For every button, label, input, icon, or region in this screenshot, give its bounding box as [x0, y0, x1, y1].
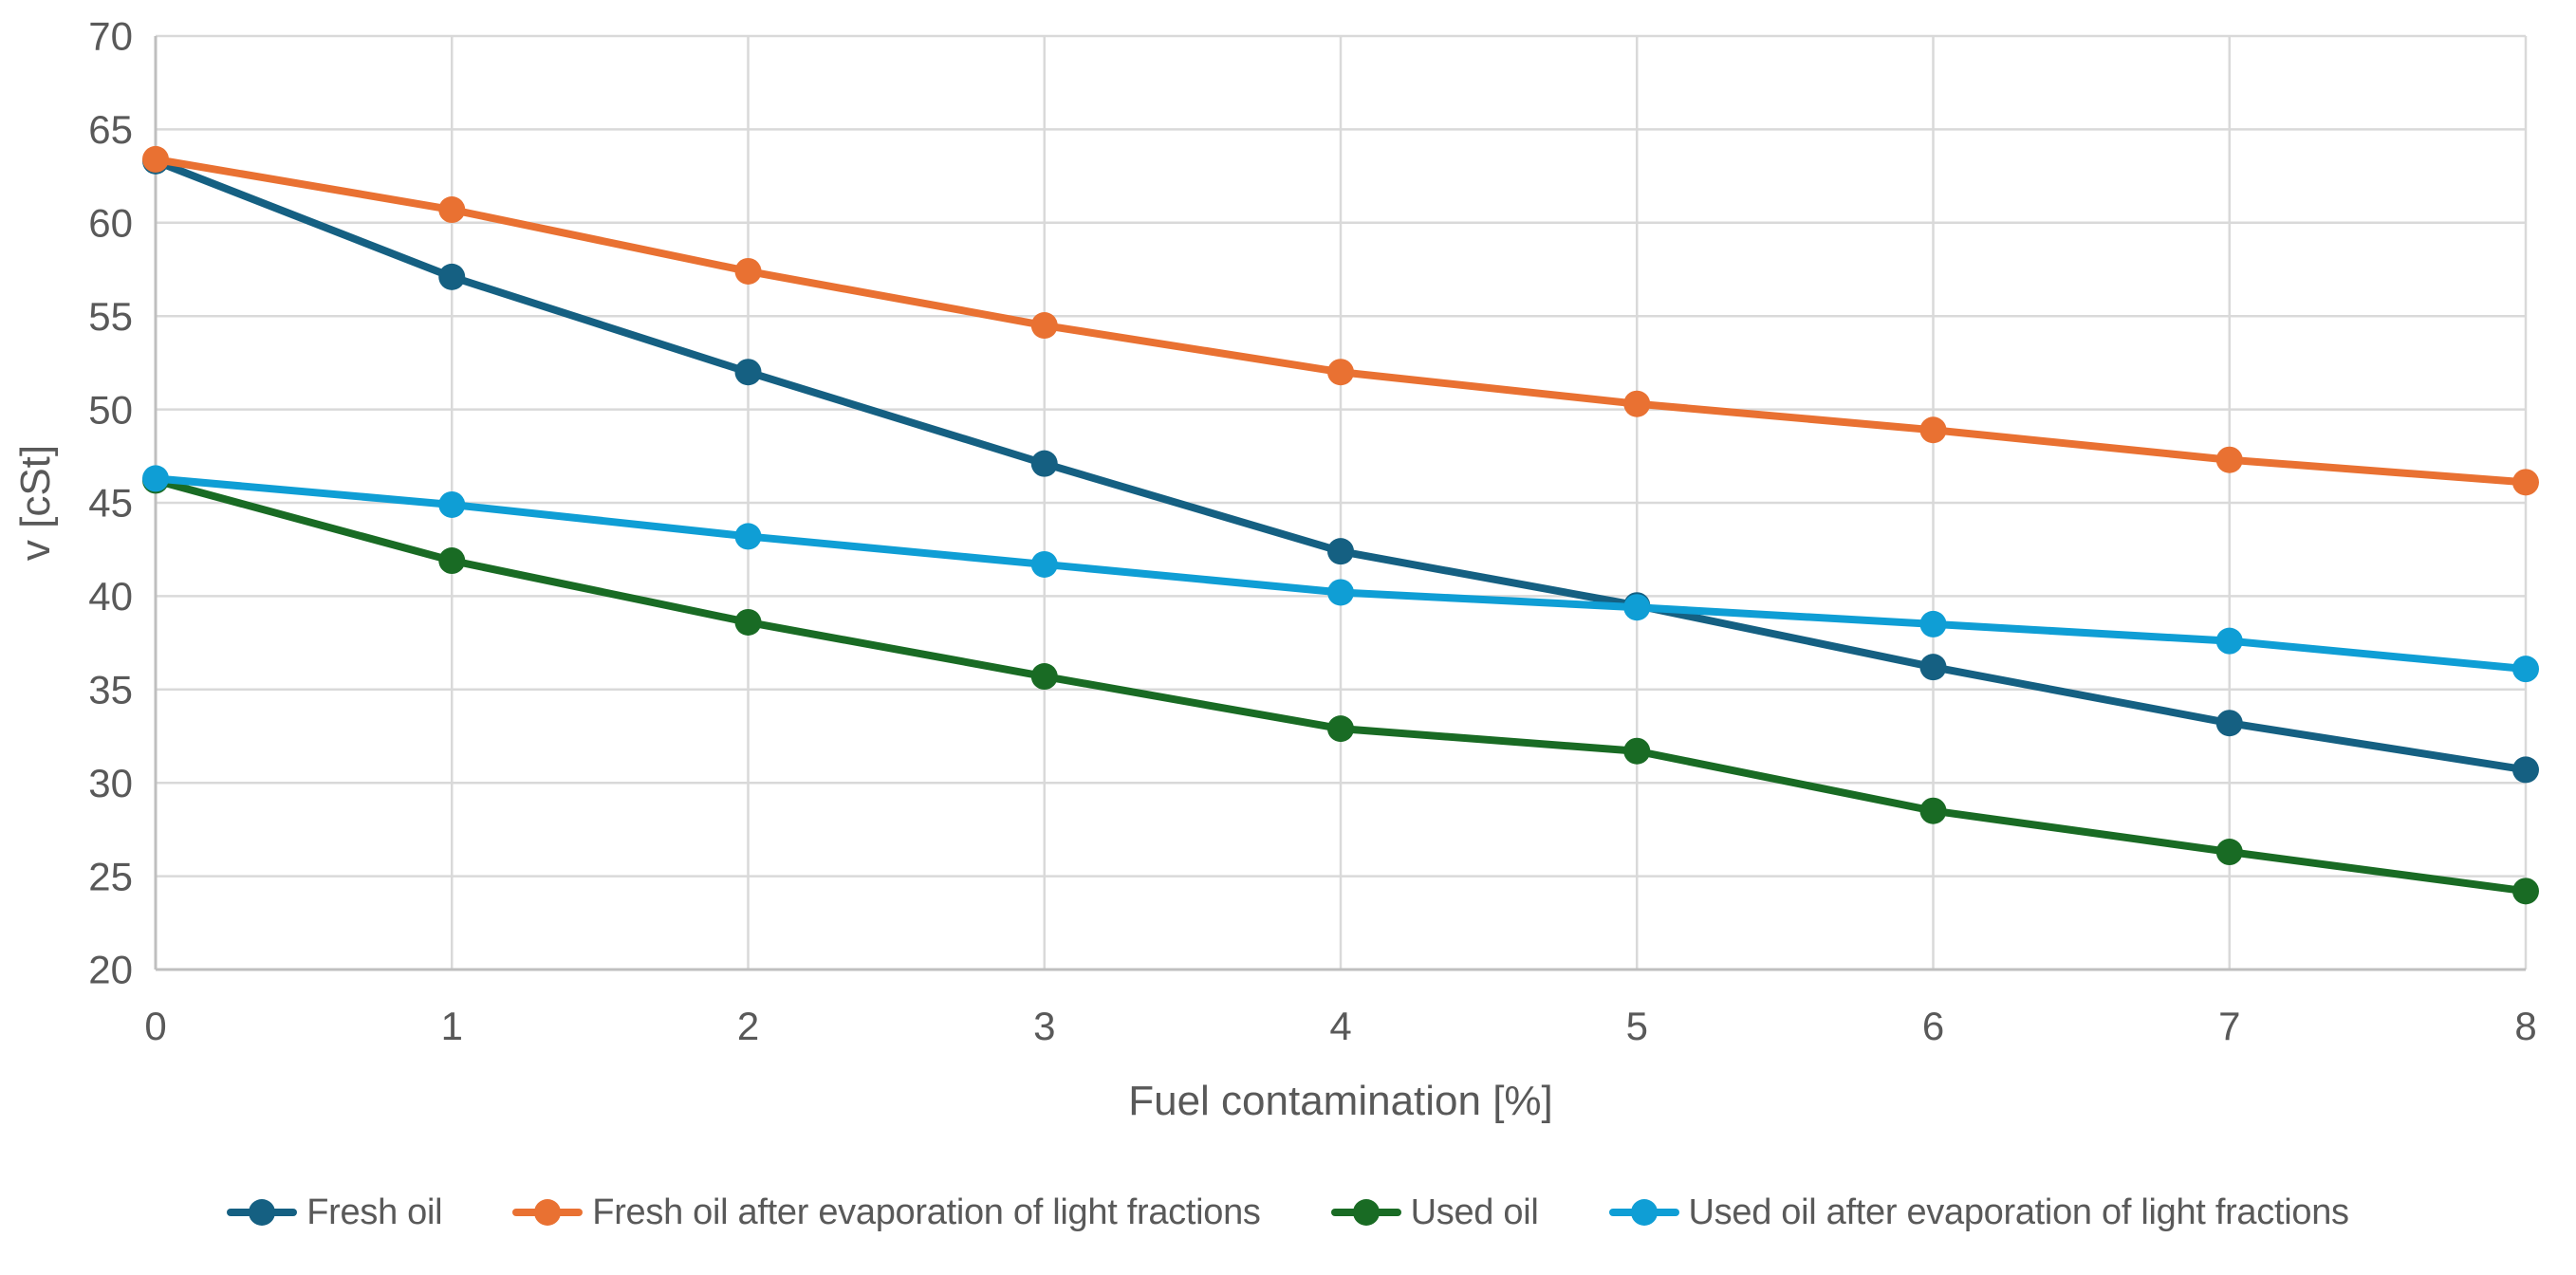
x-tick-label: 8 [2514, 1004, 2536, 1048]
data-point [2512, 469, 2539, 496]
y-tick-label: 55 [88, 294, 133, 339]
y-tick-label: 20 [88, 948, 133, 992]
data-point [438, 547, 466, 575]
data-point [734, 359, 762, 386]
x-tick-label: 6 [1922, 1004, 1944, 1048]
data-point [438, 490, 466, 518]
series-fresh-oil-after-evaporation-of-light-fractions [142, 145, 2539, 496]
data-point [2215, 446, 2243, 473]
legend-label: Used oil after evaporation of light frac… [1688, 1192, 2350, 1232]
data-point [2512, 878, 2539, 905]
chart-legend: Fresh oil Fresh oil after evaporation of… [0, 1186, 2576, 1239]
grid-layer [154, 34, 2528, 971]
data-point [1030, 663, 1058, 691]
legend-line-marker-icon [1330, 1199, 1401, 1226]
series-layer [142, 145, 2539, 905]
data-point [2215, 710, 2243, 737]
y-tick-label: 65 [88, 107, 133, 152]
x-axis-title: Fuel contamination [%] [1128, 1078, 1553, 1124]
legend-item-fresh-oil-after-evaporation: Fresh oil after evaporation of light fra… [512, 1186, 1261, 1239]
x-tick-label: 5 [1626, 1004, 1648, 1048]
data-point [1623, 390, 1651, 417]
y-tick-label: 40 [88, 574, 133, 619]
legend-item-used-oil: Used oil [1330, 1186, 1539, 1239]
x-tick-label: 7 [2218, 1004, 2240, 1048]
x-tick-label: 1 [441, 1004, 463, 1048]
data-point [438, 196, 466, 224]
legend-item-fresh-oil: Fresh oil [227, 1186, 443, 1239]
data-point [2512, 656, 2539, 683]
data-point [142, 465, 169, 492]
x-tick-label: 3 [1033, 1004, 1055, 1048]
data-point [734, 608, 762, 636]
data-point [1919, 610, 1947, 638]
legend-line-marker-icon [227, 1199, 298, 1226]
legend-label: Used oil [1410, 1192, 1539, 1232]
y-tick-label: 35 [88, 668, 133, 712]
legend-line-marker-icon [512, 1199, 584, 1226]
x-tick-label: 4 [1329, 1004, 1351, 1048]
data-point [734, 257, 762, 285]
legend-line-marker-icon [1608, 1199, 1679, 1226]
data-point [1030, 450, 1058, 477]
data-point [1030, 312, 1058, 340]
y-tick-label: 70 [88, 14, 133, 59]
axis-layer [154, 36, 2526, 971]
y-tick-label: 60 [88, 201, 133, 246]
data-point [734, 523, 762, 550]
data-point [1919, 654, 1947, 681]
y-tick-label: 25 [88, 854, 133, 898]
data-point [1030, 550, 1058, 578]
data-point [1327, 538, 1354, 565]
y-axis-title: v [cSt] [12, 445, 59, 561]
legend-label: Fresh oil after evaporation of light fra… [592, 1192, 1261, 1232]
legend-label: Fresh oil [306, 1192, 443, 1232]
data-point [2215, 627, 2243, 655]
data-point [142, 145, 169, 173]
data-point [1327, 359, 1354, 386]
y-tick-label: 30 [88, 761, 133, 805]
data-point [1623, 737, 1651, 765]
data-point [438, 263, 466, 290]
legend-item-used-oil-after-evaporation: Used oil after evaporation of light frac… [1608, 1186, 2350, 1239]
x-tick-label: 0 [144, 1004, 166, 1048]
data-point [2512, 756, 2539, 784]
data-point [2215, 839, 2243, 866]
series-used-oil-after-evaporation-of-light-fractions [142, 465, 2539, 683]
data-point [1919, 797, 1947, 824]
data-point [1327, 579, 1354, 606]
data-point [1919, 416, 1947, 444]
y-tick-label: 45 [88, 481, 133, 526]
data-point [1327, 715, 1354, 743]
x-tick-label: 2 [737, 1004, 759, 1048]
y-tick-label: 50 [88, 387, 133, 432]
data-point [1623, 594, 1651, 621]
